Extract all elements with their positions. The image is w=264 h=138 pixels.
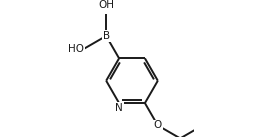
Text: B: B xyxy=(103,31,110,41)
Text: O: O xyxy=(154,120,162,130)
Text: HO: HO xyxy=(68,44,84,54)
Text: N: N xyxy=(115,103,123,113)
Text: OH: OH xyxy=(98,0,114,10)
